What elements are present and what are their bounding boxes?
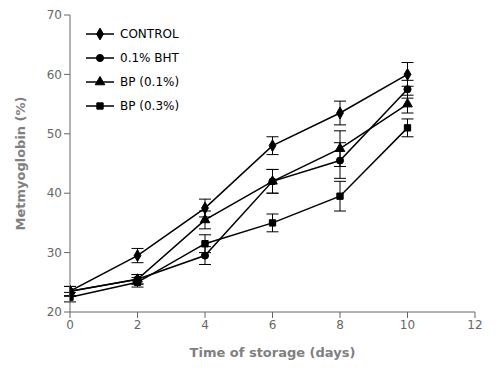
svg-text:50: 50 — [47, 127, 62, 141]
svg-text:70: 70 — [47, 8, 62, 22]
html-text:BP (0.1%): BP (0.1%) — [120, 75, 180, 89]
html-text:CONTROL: CONTROL — [120, 27, 179, 41]
svg-text:6: 6 — [269, 318, 277, 332]
svg-text:20: 20 — [47, 305, 62, 319]
svg-text:60: 60 — [47, 68, 62, 82]
html-text:BP (0.3%): BP (0.3%) — [120, 99, 180, 113]
svg-text:4: 4 — [201, 318, 209, 332]
svg-text:8: 8 — [336, 318, 344, 332]
svg-text:Metmyoglobin (%): Metmyoglobin (%) — [13, 96, 28, 230]
svg-text:2: 2 — [134, 318, 142, 332]
svg-text:Time of storage (days): Time of storage (days) — [190, 345, 356, 360]
svg-text:30: 30 — [47, 246, 62, 260]
svg-text:40: 40 — [47, 186, 62, 200]
svg-text:10: 10 — [400, 318, 415, 332]
html-text:0.1% BHT: 0.1% BHT — [120, 51, 179, 65]
svg-text:12: 12 — [467, 318, 482, 332]
svg-text:0: 0 — [66, 318, 74, 332]
